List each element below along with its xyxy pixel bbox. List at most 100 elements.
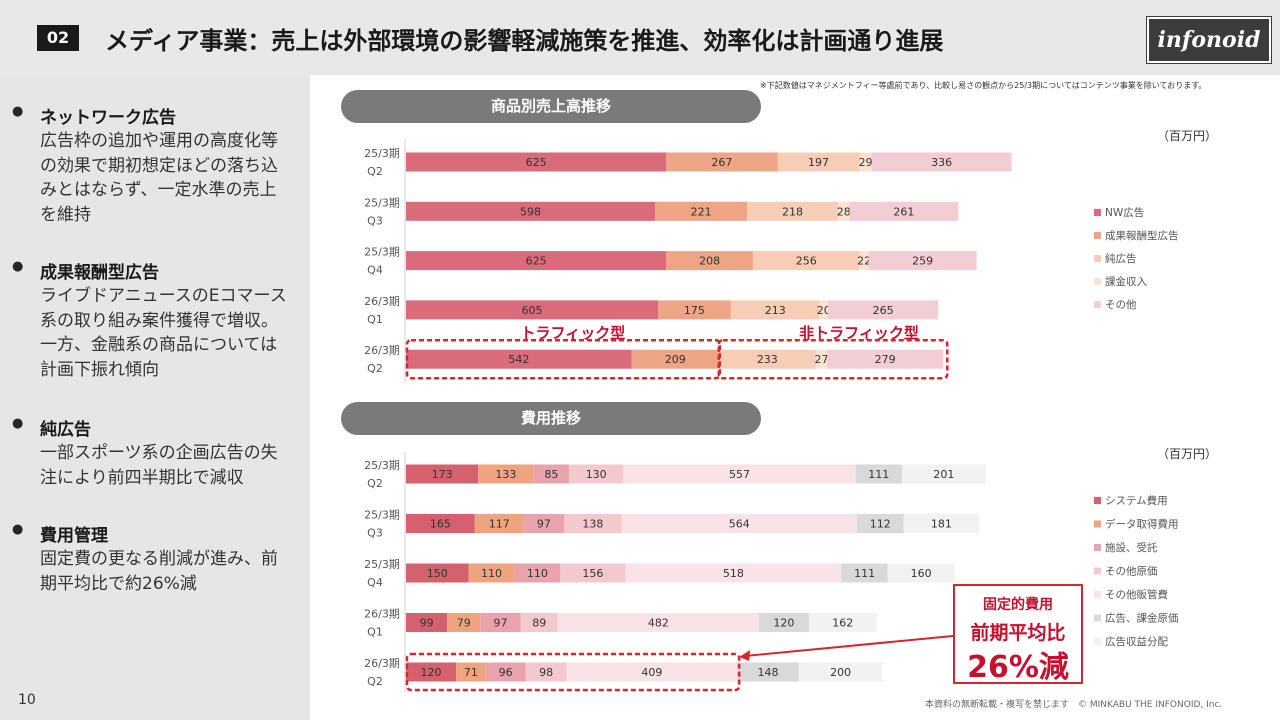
section-heading: 純広告 [40,420,91,440]
cost-callout: 固定的費用 前期平均比 26%減 [953,584,1083,685]
bar-segment [468,563,515,583]
fixed-cost-highlight-box [405,652,741,692]
data-label: 200 [830,666,851,679]
data-label: 28 [837,205,851,218]
data-label: 110 [527,567,548,580]
data-label: 165 [430,518,451,531]
bar-segment [903,514,980,533]
section-body: 一部スポーツ系の企画広告の失注により前四半期比で減収 [40,443,278,488]
bar-segment [887,563,955,583]
data-label: 111 [868,468,889,481]
bar-segment [798,662,883,682]
bar-segment [406,300,658,320]
legend-label: NW広告 [1105,206,1144,219]
bar-segment [514,563,561,583]
traffic-highlight-box [405,338,722,380]
callout-arrow-head [739,650,751,661]
data-label: 138 [582,518,603,531]
data-label: 162 [832,617,853,630]
category-label: Q3 [367,214,383,227]
data-label: 336 [931,156,952,169]
annotation-non-traffic: 非トラフィック型 [799,324,919,342]
bar-segment [859,251,869,271]
bar-segment [841,563,888,583]
bar-segment [849,201,959,221]
legend-swatch [1094,544,1101,551]
page-title: メディア事業：売上は外部環境の影響軽減施策を推進、効率化は計画通り進展 [105,27,944,55]
data-label: 279 [875,353,896,366]
section-badge: 02 [37,25,79,51]
data-label: 213 [765,304,786,317]
legend-label: その他 [1105,298,1137,311]
legend-label: その他販管費 [1105,588,1168,601]
data-label: 557 [729,468,750,481]
bar-segment [868,251,977,271]
legend-label: データ取得費用 [1105,518,1179,531]
legend-swatch [1094,520,1101,528]
bar-segment [525,662,567,682]
data-label: 96 [499,666,513,679]
section-heading: ネットワーク広告 [40,108,176,128]
category-label: Q3 [367,527,383,540]
bar-segment [631,349,719,369]
bar-segment [569,464,624,484]
category-label: 25/3期 [364,196,400,209]
legend-label: 課金収入 [1105,275,1147,288]
bar-segment [406,613,448,632]
data-label: 89 [532,617,546,630]
data-label: 97 [537,518,551,531]
category-label: 25/3期 [364,558,400,571]
legend-swatch [1094,232,1101,239]
data-label: 79 [457,617,471,630]
bullet-icon: ● [12,104,24,119]
data-label: 111 [854,567,875,580]
bar-segment [737,662,799,682]
section-body: 固定費の更なる削減が進み、前期平均比で約26%減 [40,549,278,594]
data-label: 542 [508,353,529,366]
bar-segment [666,251,753,271]
category-label: 25/3期 [364,147,400,160]
bar-segment [456,662,486,682]
data-label: 117 [489,518,510,531]
data-label: 208 [699,255,720,268]
bar-segment [808,613,877,632]
annotation-traffic: トラフィック型 [521,324,626,342]
data-label: 156 [582,567,603,580]
data-label: 605 [521,304,542,317]
data-label: 625 [526,156,547,169]
category-label: 26/3期 [364,608,400,621]
data-label: 564 [729,518,750,531]
category-label: Q2 [367,362,383,375]
footnote: ※下記数値はマネジメントフィー等處前であり、比較し易さの観点から25/3期につい… [760,81,1207,90]
data-label: 133 [495,468,516,481]
section-heading: 成果報酬型広告 [40,263,159,283]
data-label: 27 [814,353,828,366]
data-label: 112 [870,518,891,531]
legend-label: 広告、課金原価 [1105,612,1179,625]
data-label: 97 [493,617,507,630]
data-label: 22 [857,255,871,268]
legend-swatch [1094,278,1101,285]
data-label: 598 [520,205,541,218]
data-label: 259 [912,255,933,268]
bar-segment [856,514,904,533]
data-label: 181 [931,518,952,531]
category-label: Q4 [367,264,383,277]
bar-segment [752,251,860,271]
bar-segment [480,613,521,632]
data-label: 518 [723,567,744,580]
unit-label-sales: （百万円） [1157,129,1218,143]
bar-segment [758,613,809,632]
bar-segment [815,349,828,369]
bar-segment [406,201,656,221]
bar-segment [566,662,738,682]
legend-swatch [1094,301,1101,308]
bar-segment [777,152,860,172]
legend-swatch [1094,209,1101,216]
category-label: 25/3期 [364,509,400,522]
callout-arrow-line [745,635,954,657]
bar-segment [560,563,626,583]
data-label: 71 [464,666,478,679]
data-label: 409 [641,666,662,679]
